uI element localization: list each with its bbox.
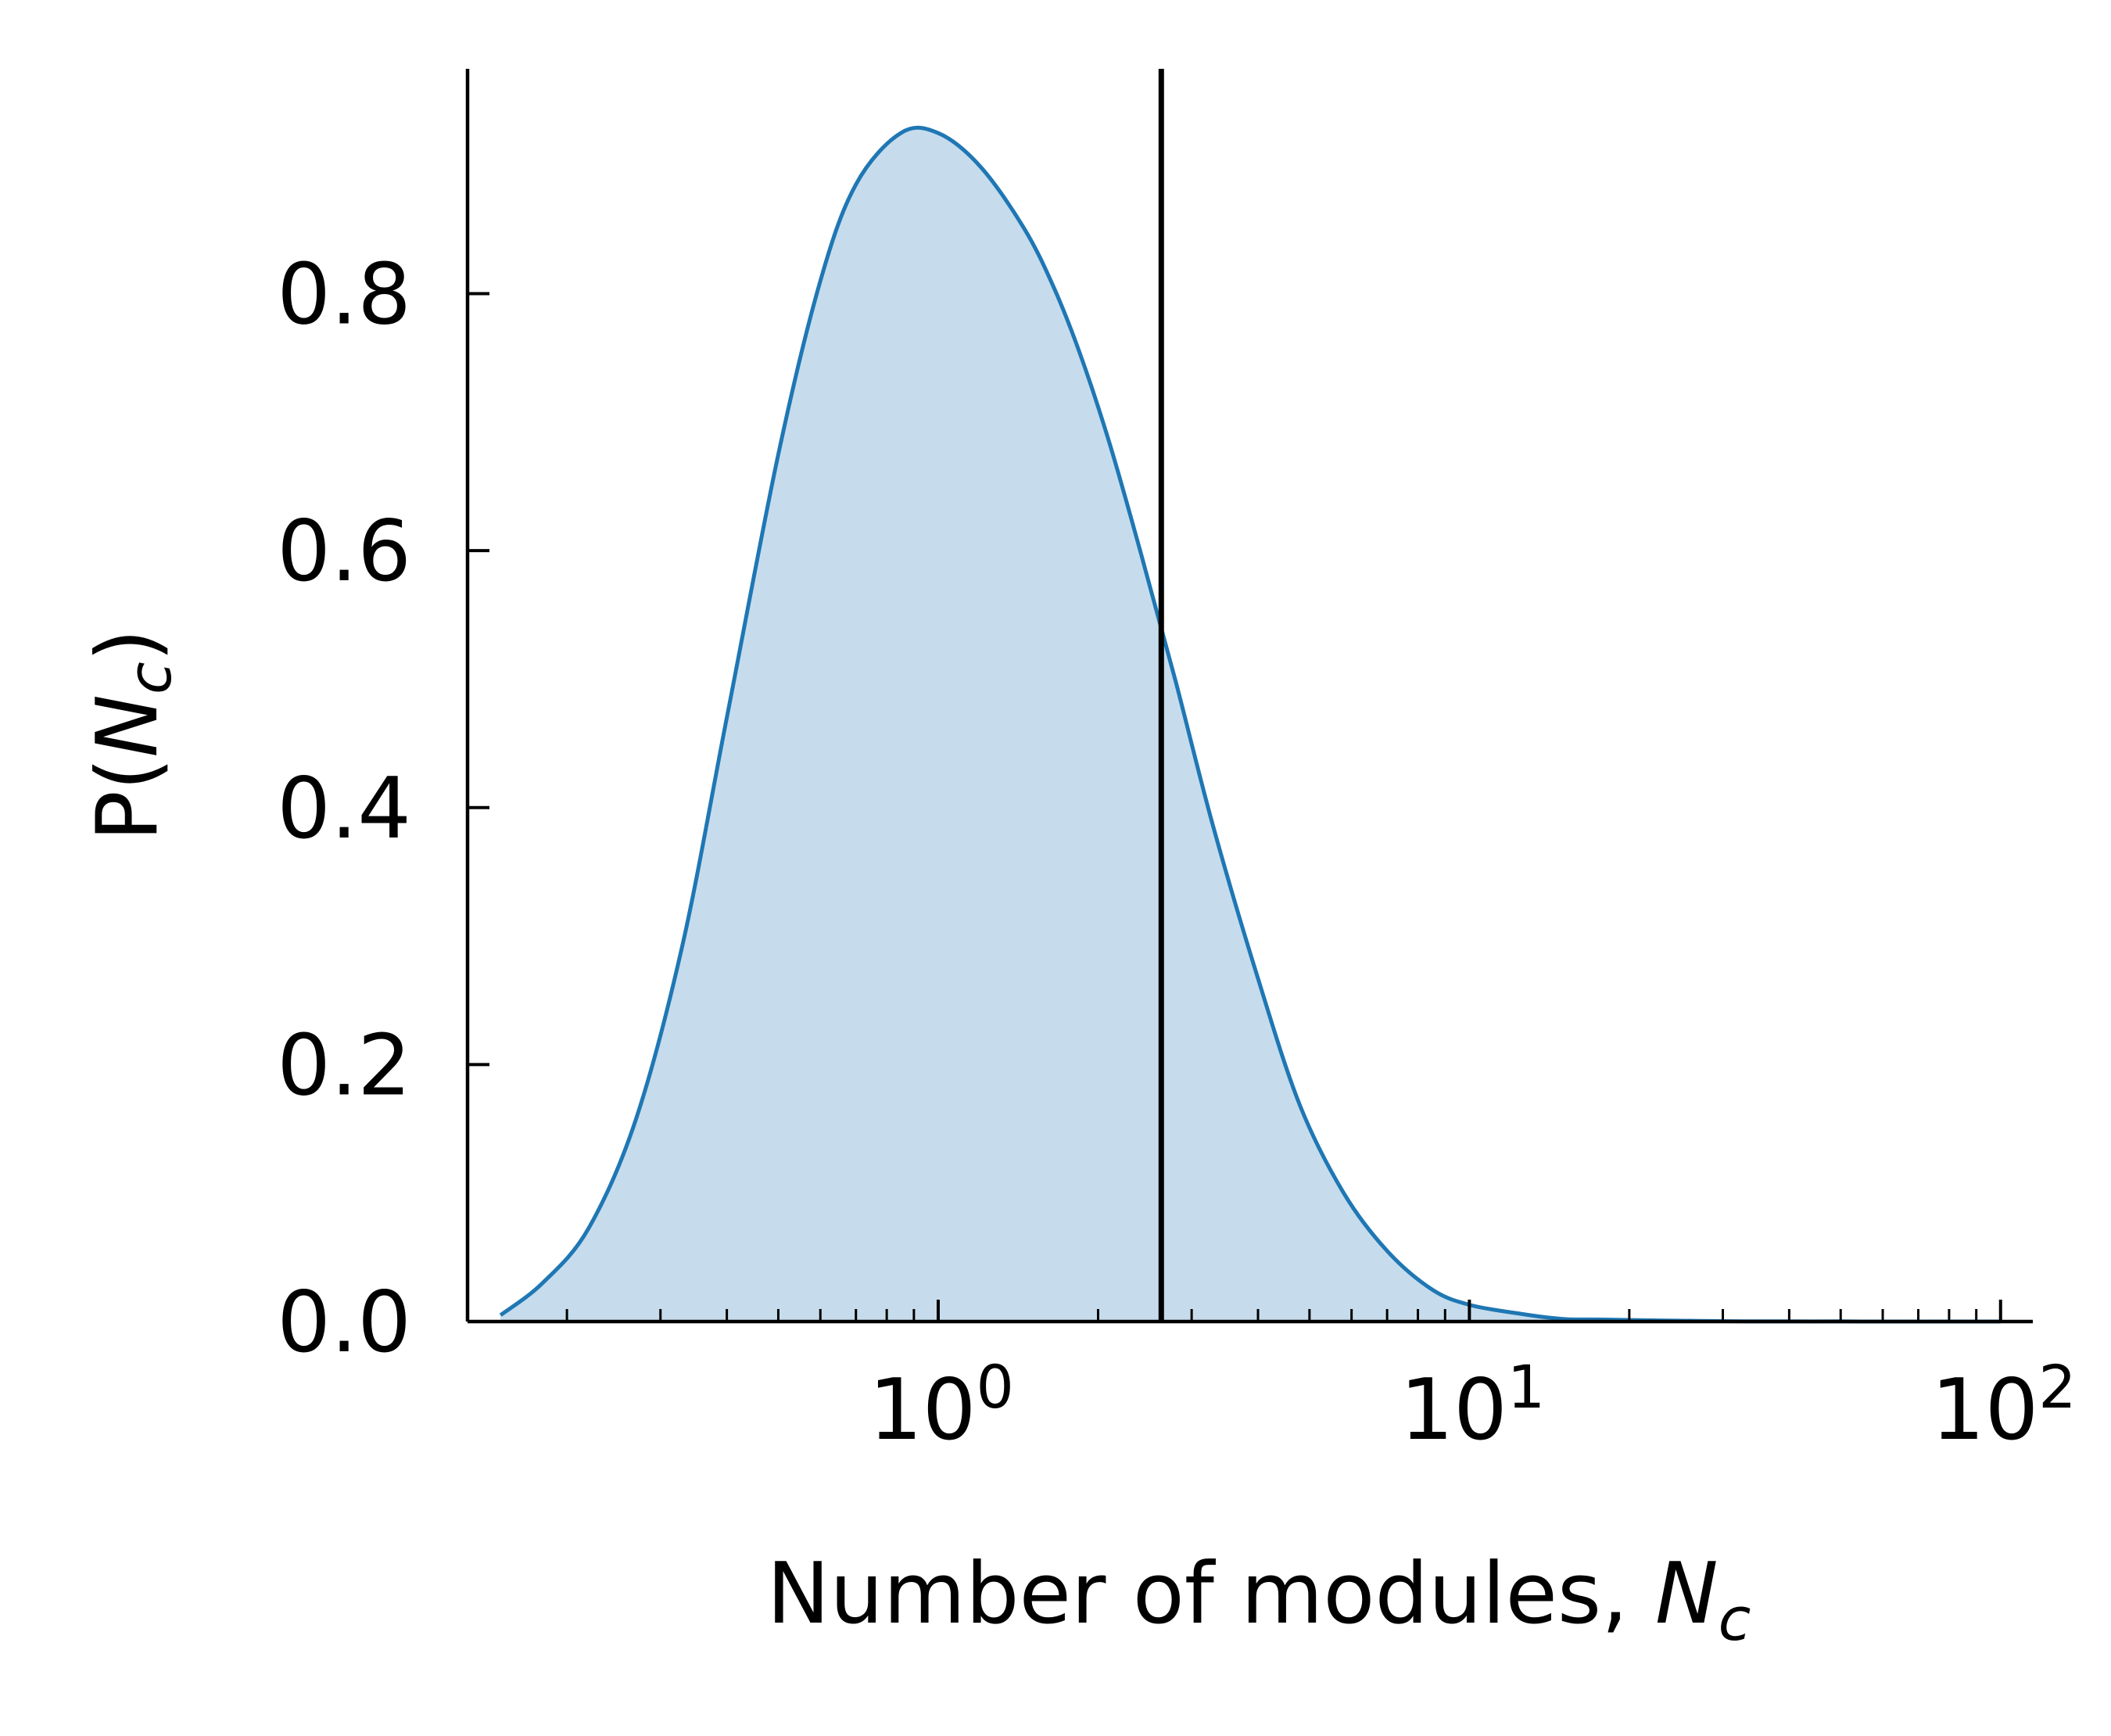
y-tick-label: 0.6	[277, 503, 411, 601]
y-tick-label: 0.4	[277, 760, 411, 858]
x-tick-label: 102	[1931, 1352, 2077, 1459]
distribution-area	[500, 127, 2001, 1322]
y-tick-label: 0.0	[277, 1274, 411, 1372]
x-tick-label: 100	[869, 1352, 1014, 1459]
y-tick-label: 0.2	[277, 1017, 411, 1114]
x-axis-label: Number of modules, Nc	[767, 1545, 1751, 1654]
x-tick-label: 101	[1400, 1352, 1545, 1459]
y-tick-label: 0.8	[277, 246, 411, 344]
y-axis-label: P(Nc)	[79, 629, 185, 841]
